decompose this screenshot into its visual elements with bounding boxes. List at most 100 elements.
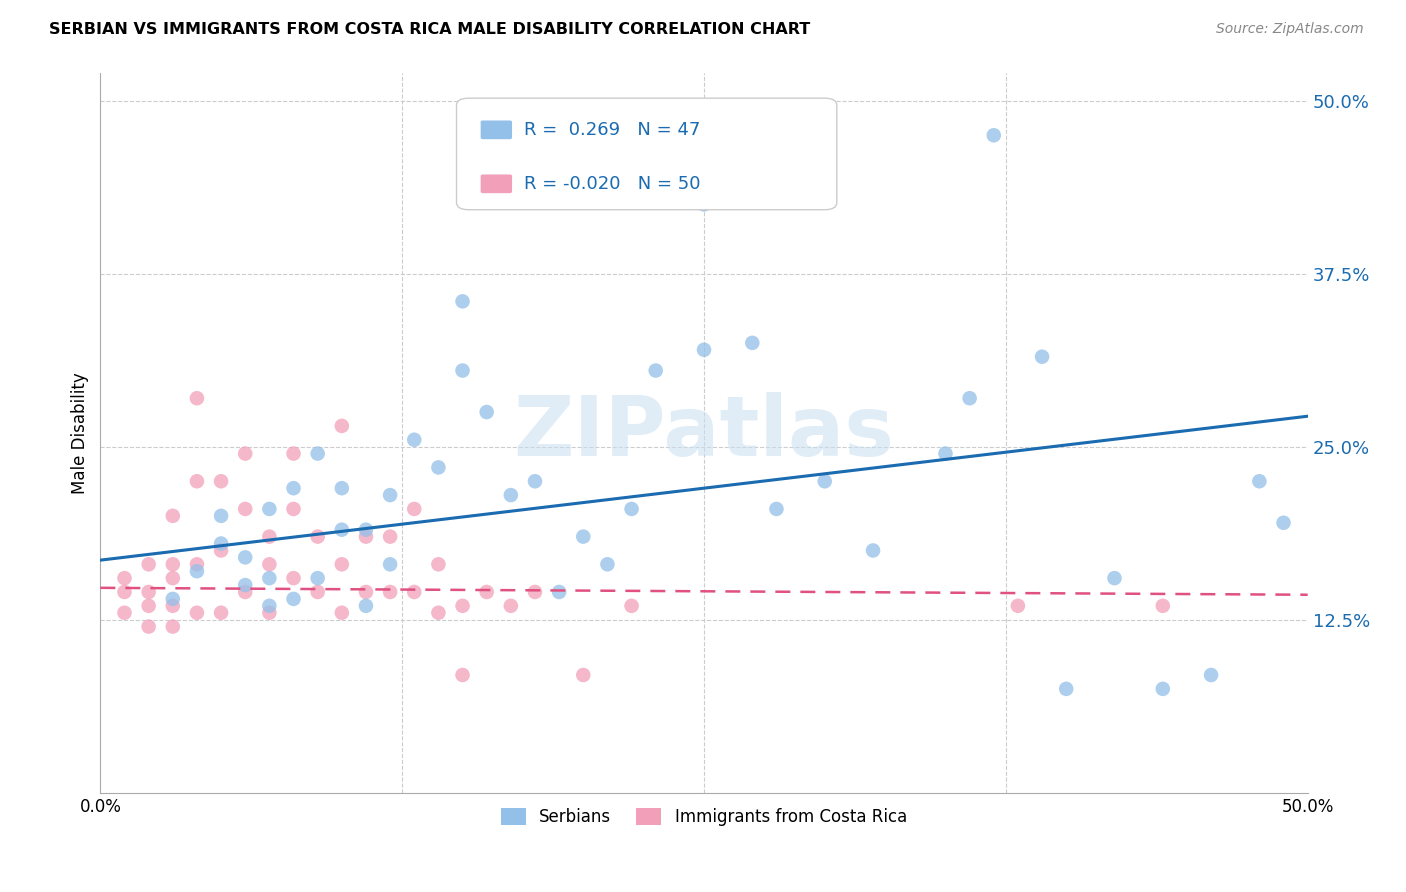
Point <box>162 599 184 613</box>
Point <box>162 619 184 633</box>
Point <box>644 363 666 377</box>
Point <box>378 585 401 599</box>
Point <box>307 446 329 460</box>
Point <box>404 585 426 599</box>
Point <box>233 446 256 460</box>
Point <box>259 606 281 620</box>
Point <box>283 481 305 495</box>
Point <box>307 585 329 599</box>
Point <box>572 668 595 682</box>
Point <box>1152 599 1174 613</box>
Text: R = -0.020   N = 50: R = -0.020 N = 50 <box>524 175 700 193</box>
Point <box>1054 681 1077 696</box>
Point <box>451 363 474 377</box>
Point <box>451 599 474 613</box>
Point <box>330 418 353 433</box>
Point <box>1007 599 1029 613</box>
Point <box>404 502 426 516</box>
Point <box>138 558 160 572</box>
Point <box>259 530 281 544</box>
Point <box>233 550 256 565</box>
Point <box>427 460 450 475</box>
Point <box>259 558 281 572</box>
Legend: Serbians, Immigrants from Costa Rica: Serbians, Immigrants from Costa Rica <box>492 800 915 835</box>
Point <box>209 475 232 489</box>
Point <box>354 530 377 544</box>
Y-axis label: Male Disability: Male Disability <box>72 372 89 493</box>
FancyBboxPatch shape <box>481 120 512 139</box>
Point <box>1152 681 1174 696</box>
Point <box>814 475 837 489</box>
Point <box>283 502 305 516</box>
Point <box>209 543 232 558</box>
Point <box>330 523 353 537</box>
Point <box>162 591 184 606</box>
Point <box>186 558 208 572</box>
Point <box>427 606 450 620</box>
Point <box>499 599 522 613</box>
Point <box>693 343 716 357</box>
Point <box>378 558 401 572</box>
Point <box>307 530 329 544</box>
Point <box>1249 475 1271 489</box>
Point <box>378 488 401 502</box>
Point <box>186 475 208 489</box>
Point <box>330 481 353 495</box>
Point <box>186 606 208 620</box>
Point <box>404 433 426 447</box>
Point <box>548 585 571 599</box>
Point <box>620 502 643 516</box>
Point <box>283 591 305 606</box>
Point <box>307 571 329 585</box>
Point <box>1272 516 1295 530</box>
Point <box>162 571 184 585</box>
Point <box>233 502 256 516</box>
Point <box>693 197 716 211</box>
Point <box>259 502 281 516</box>
FancyBboxPatch shape <box>457 98 837 210</box>
Point <box>378 530 401 544</box>
Point <box>330 606 353 620</box>
Point <box>354 523 377 537</box>
Point <box>475 585 498 599</box>
Point <box>934 446 956 460</box>
Point <box>209 536 232 550</box>
Point <box>138 619 160 633</box>
Point <box>983 128 1005 143</box>
Point <box>862 543 884 558</box>
Point <box>499 488 522 502</box>
Point <box>114 606 136 620</box>
Point <box>451 668 474 682</box>
Point <box>138 599 160 613</box>
Point <box>114 585 136 599</box>
Point <box>209 508 232 523</box>
Point <box>620 599 643 613</box>
Point <box>186 391 208 405</box>
Point <box>283 446 305 460</box>
Point <box>259 571 281 585</box>
Point <box>162 558 184 572</box>
Point <box>354 599 377 613</box>
Point <box>354 585 377 599</box>
Point <box>233 585 256 599</box>
Text: ZIPatlas: ZIPatlas <box>513 392 894 474</box>
Point <box>741 335 763 350</box>
Point <box>1199 668 1222 682</box>
Point <box>451 294 474 309</box>
Point <box>330 558 353 572</box>
Point <box>1104 571 1126 585</box>
Point <box>186 564 208 578</box>
Point <box>283 571 305 585</box>
Text: SERBIAN VS IMMIGRANTS FROM COSTA RICA MALE DISABILITY CORRELATION CHART: SERBIAN VS IMMIGRANTS FROM COSTA RICA MA… <box>49 22 810 37</box>
Text: R =  0.269   N = 47: R = 0.269 N = 47 <box>524 120 700 139</box>
Point <box>233 578 256 592</box>
Point <box>959 391 981 405</box>
Point <box>524 585 547 599</box>
Text: Source: ZipAtlas.com: Source: ZipAtlas.com <box>1216 22 1364 37</box>
Point <box>259 599 281 613</box>
Point <box>765 502 787 516</box>
Point <box>209 606 232 620</box>
Point <box>114 571 136 585</box>
Point <box>162 508 184 523</box>
Point <box>475 405 498 419</box>
